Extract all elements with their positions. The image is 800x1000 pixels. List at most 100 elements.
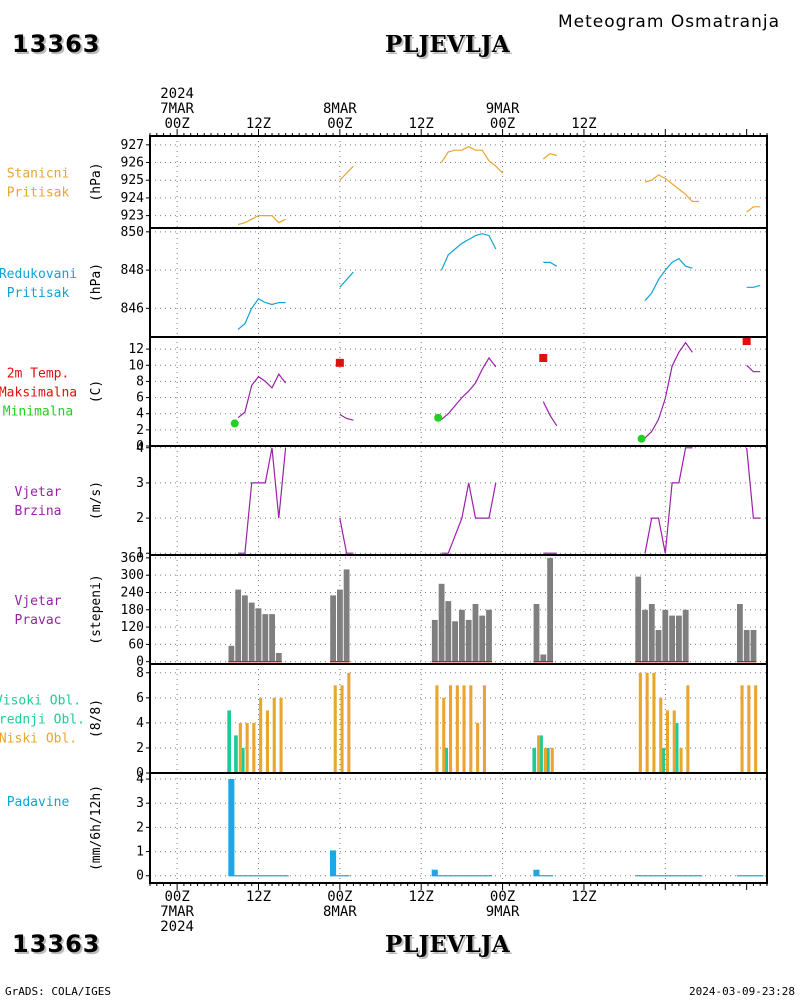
x-label-bottom: 12Z	[246, 889, 271, 905]
series-line	[542, 401, 558, 427]
data-bar	[343, 569, 350, 662]
y-tick-label: 0	[136, 655, 144, 670]
x-label-bottom: 9MAR	[486, 904, 520, 920]
y-tick-label: 4	[136, 772, 144, 787]
data-bar	[486, 609, 492, 662]
data-bar	[533, 604, 540, 662]
series-line	[339, 271, 354, 288]
x-label-bottom: 12Z	[571, 889, 596, 905]
data-bar	[449, 685, 453, 773]
panel-frame	[149, 336, 768, 447]
panel-stanicni-pritisak: 923 924 925 926 927 (hPa) Stanicni Pritisak	[7, 135, 768, 229]
max-temp-marker	[742, 337, 751, 346]
y-tick-label: 360	[121, 551, 144, 566]
data-bar	[679, 747, 683, 773]
x-label-top: 12Z	[409, 116, 434, 132]
data-bar	[537, 735, 541, 773]
data-bar	[252, 722, 256, 773]
data-bar	[240, 747, 245, 773]
data-bar	[435, 685, 439, 773]
data-bar	[469, 685, 473, 773]
y-tick-label: 6	[136, 691, 144, 706]
station-id-bottom: 13363	[12, 930, 101, 958]
data-bar	[479, 615, 486, 662]
panel-label: Redukovani	[0, 267, 77, 282]
y-tick-label: 0	[136, 439, 144, 454]
data-bar	[737, 604, 743, 662]
x-label-bottom: 00Z	[327, 889, 352, 905]
panel-label: Pritisak	[7, 286, 70, 301]
data-bar	[235, 589, 242, 662]
data-bar	[543, 747, 547, 773]
y-tick-label: 6	[136, 391, 144, 406]
data-bar	[648, 604, 655, 662]
y-tick-label: 2	[136, 820, 144, 835]
station-id-top: 13363	[12, 30, 101, 58]
x-label-top: 9MAR	[486, 101, 520, 117]
panel-label: Srednji Obl.	[0, 713, 85, 728]
min-temp-marker	[637, 434, 646, 443]
y-tick-label: 927	[121, 138, 144, 153]
series-line	[339, 413, 354, 421]
y-tick-label: 850	[121, 225, 144, 240]
station-name-top: PLJEVLJA	[385, 31, 510, 58]
data-bar	[242, 595, 248, 662]
data-bar	[340, 685, 344, 773]
panel-label: Padavine	[7, 795, 70, 810]
series-line	[440, 233, 497, 271]
x-label-top: 00Z	[327, 116, 352, 132]
max-temp-marker	[335, 358, 344, 367]
data-bar	[655, 630, 662, 662]
data-bar	[245, 722, 249, 773]
data-bar	[533, 869, 540, 876]
data-bar	[238, 722, 242, 773]
y-tick-label: 12	[128, 342, 144, 357]
x-label-top: 12Z	[571, 116, 596, 132]
data-bar	[674, 722, 679, 773]
series-line	[238, 447, 287, 554]
series-line	[339, 165, 354, 181]
data-bar	[452, 621, 458, 662]
data-bar	[539, 735, 543, 773]
panel-label: Vjetar	[15, 594, 62, 609]
data-bar	[662, 609, 669, 662]
data-bar	[750, 630, 757, 662]
data-bar	[234, 735, 238, 773]
panel-label: Brzina	[15, 504, 62, 519]
panel-label: Pritisak	[7, 186, 70, 201]
data-bar	[686, 685, 690, 773]
data-bar	[269, 614, 275, 662]
x-label-top: 00Z	[164, 116, 189, 132]
series-line	[441, 356, 497, 420]
data-bar	[659, 697, 663, 773]
panel-oblacnost: 0 2 4 6 8 (8/8) Visoki Obl. Srednji Obl. Niski O…	[0, 663, 768, 781]
data-bar	[635, 576, 642, 662]
y-tick-label: 2	[136, 511, 144, 526]
panel-frame	[149, 227, 768, 338]
data-bar	[259, 697, 263, 773]
panel-label: Niski Obl.	[0, 732, 77, 747]
max-temp-marker	[539, 353, 548, 362]
y-tick-label: 10	[128, 358, 144, 373]
data-bar	[455, 685, 459, 773]
panel-frame	[149, 445, 768, 556]
y-tick-label: 846	[121, 301, 144, 316]
x-label-top: 00Z	[490, 116, 515, 132]
y-tick-label: 1	[136, 845, 144, 860]
data-bar	[462, 685, 466, 773]
x-label-bottom: 7MAR	[160, 904, 194, 920]
data-bar	[228, 779, 235, 876]
data-bar	[227, 710, 231, 773]
y-tick-label: 240	[121, 585, 144, 600]
series-line	[237, 298, 286, 330]
data-bar	[347, 672, 351, 773]
data-bar	[672, 710, 676, 773]
series-line	[339, 517, 354, 554]
data-bar	[661, 747, 665, 773]
panel-padavine: 0 1 2 3 4 (mm/6h/12h) Padavine	[7, 772, 768, 884]
panel-label: Pravac	[15, 613, 62, 628]
y-tick-label: 2	[136, 423, 144, 438]
x-label-bottom: 00Z	[490, 889, 515, 905]
